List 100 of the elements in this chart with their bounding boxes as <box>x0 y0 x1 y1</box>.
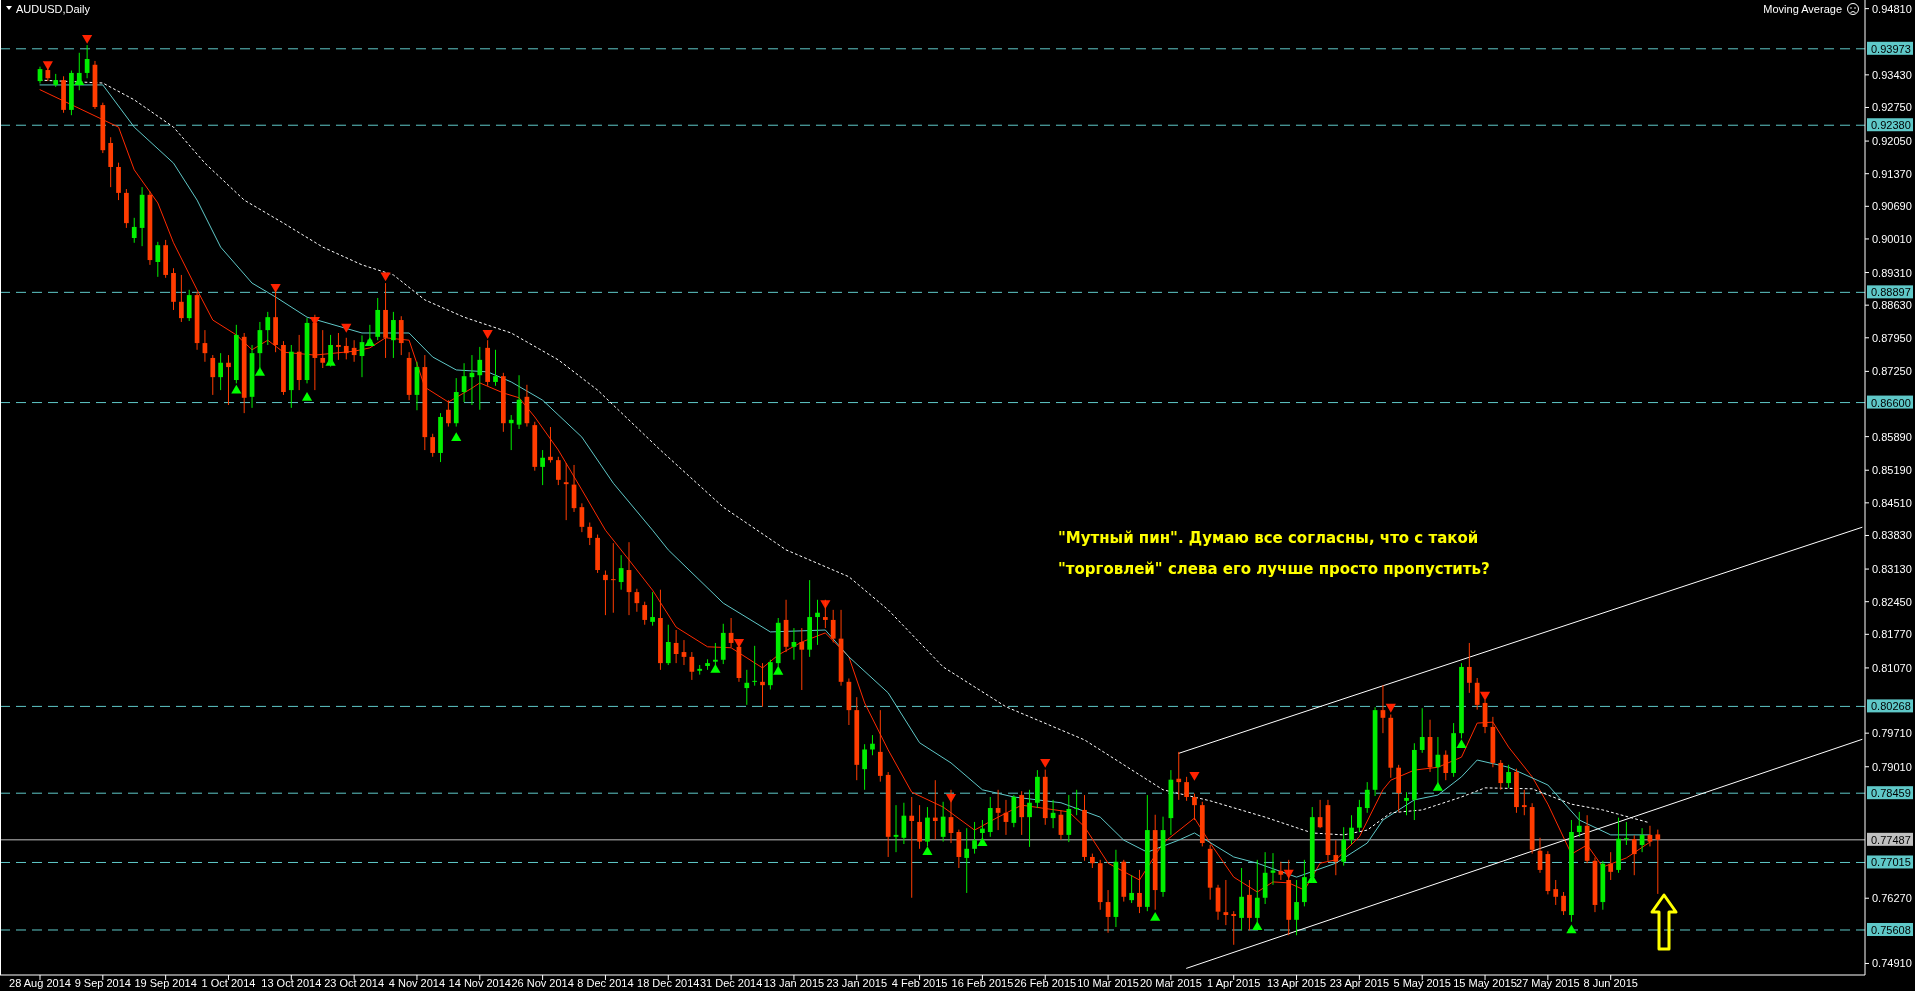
candlestick <box>1074 789 1080 816</box>
candlestick <box>186 289 192 322</box>
x-tick-label: 31 Dec 2014 <box>699 977 763 989</box>
candlestick <box>870 734 875 756</box>
candlestick <box>932 779 938 841</box>
candlestick <box>76 52 82 91</box>
candlestick <box>980 819 985 840</box>
point <box>1252 921 1263 930</box>
candlestick <box>964 827 970 894</box>
point <box>1456 739 1467 749</box>
x-tick-label: 8 Dec 2014 <box>577 977 634 989</box>
x-tick-label: 1 Apr 2015 <box>1207 977 1261 989</box>
candlestick <box>909 796 915 899</box>
point <box>301 391 313 401</box>
candlestick <box>1553 879 1559 906</box>
candlestick <box>760 662 765 708</box>
y-tick-label: 0.85890 <box>1872 430 1912 443</box>
candlestick <box>1506 764 1511 789</box>
candlestick <box>1466 642 1472 694</box>
candlestick <box>218 352 223 391</box>
candlestick <box>940 801 946 843</box>
candlestick <box>540 449 545 486</box>
x-tick-label: 23 Apr 2015 <box>1329 977 1390 989</box>
candlestick <box>1027 789 1032 848</box>
candlestick <box>603 570 608 616</box>
candlestick <box>493 349 498 387</box>
y-tick-label: 0.87250 <box>1872 365 1912 378</box>
candlestick <box>155 241 161 278</box>
x-tick-label: 10 Mar 2015 <box>1077 977 1139 989</box>
candlestick <box>320 329 326 369</box>
ref-line-label: 0.93973 <box>1871 42 1911 55</box>
annotation: Moving Average <box>1763 3 1842 15</box>
candlestick <box>391 311 396 359</box>
candlestick <box>265 311 271 346</box>
point <box>1566 924 1577 934</box>
chart-title: AUDUSD,Daily <box>16 3 91 15</box>
candlestick <box>1270 852 1276 886</box>
x-tick-label: 5 May 2015 <box>1393 977 1451 989</box>
candlestick <box>555 456 561 486</box>
candlestick <box>563 462 569 521</box>
candlestick <box>1624 821 1629 846</box>
candlestick <box>336 332 341 361</box>
y-tick-label: 0.93430 <box>1872 68 1912 81</box>
ref-line-label: 0.78459 <box>1871 787 1911 800</box>
candlestick <box>1357 799 1362 833</box>
y-tick-label: 0.94810 <box>1872 2 1912 15</box>
x-tick-label: 23 Jan 2015 <box>826 977 888 989</box>
candlestick <box>1176 751 1182 801</box>
candlestick <box>1521 789 1527 816</box>
candlestick <box>1278 861 1284 881</box>
point <box>254 366 265 376</box>
ref-line-label: 0.77487 <box>1871 833 1911 846</box>
y-tick-label: 0.87950 <box>1872 331 1912 344</box>
y-tick-label: 0.83830 <box>1872 529 1912 542</box>
y-tick-label: 0.74910 <box>1872 957 1912 970</box>
y-tick-label: 0.92750 <box>1872 101 1912 114</box>
point <box>82 34 93 44</box>
candlestick <box>1655 829 1661 895</box>
candlestick <box>179 274 184 323</box>
candlestick <box>587 522 593 546</box>
candlestick <box>642 601 648 626</box>
x-tick-label: 4 Nov 2014 <box>388 977 446 989</box>
y-tick-label: 0.81070 <box>1872 661 1912 674</box>
candlestick <box>343 337 349 360</box>
candlestick <box>477 346 483 411</box>
candlestick <box>108 136 114 188</box>
ref-line-label: 0.92380 <box>1871 119 1911 132</box>
candlestick <box>799 627 805 691</box>
x-tick-label: 15 May 2015 <box>1453 977 1517 989</box>
candlestick <box>1341 826 1347 867</box>
candlestick <box>618 554 624 591</box>
candlestick <box>877 709 883 783</box>
candlestick <box>925 806 930 847</box>
x-tick-label: 1 Oct 2014 <box>201 977 256 989</box>
candlestick <box>1561 891 1566 916</box>
candlestick <box>430 433 436 458</box>
candlestick <box>328 334 333 368</box>
candlestick <box>862 743 867 791</box>
point <box>1150 912 1161 921</box>
candlestick <box>768 659 773 691</box>
y-tick-label: 0.92050 <box>1872 135 1912 148</box>
candlestick <box>548 426 553 464</box>
point <box>231 384 242 394</box>
candlestick <box>1474 677 1480 711</box>
y-tick-label: 0.90010 <box>1872 232 1912 245</box>
candlestick <box>1294 879 1299 936</box>
x-tick-label: 20 Mar 2015 <box>1140 977 1202 989</box>
candlestick <box>508 414 514 451</box>
x-tick-label: 13 Apr 2015 <box>1266 977 1327 989</box>
candlestick <box>972 821 977 855</box>
x-tick-label: 23 Oct 2014 <box>324 977 385 989</box>
y-tick-label: 0.81770 <box>1872 628 1912 641</box>
x-tick-label: 8 Jun 2015 <box>1583 977 1638 989</box>
candlestick <box>1239 867 1244 931</box>
candlestick <box>1333 839 1339 876</box>
candlestick <box>713 642 718 666</box>
candlestick <box>210 354 216 396</box>
x-tick-label: 16 Feb 2015 <box>951 977 1014 989</box>
annotation: "Мутный пин". Думаю все согласны, что с такой "торговлей" слева его лучше просто пропустить? <box>1058 529 1490 578</box>
candlestick <box>226 354 231 406</box>
